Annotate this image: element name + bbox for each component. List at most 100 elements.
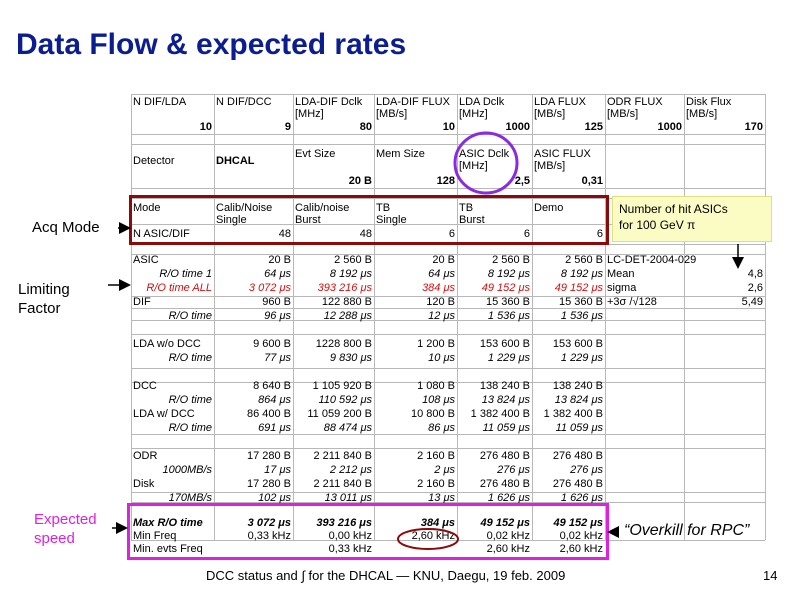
row-value: 20 B: [432, 254, 455, 266]
value-cell: 170: [744, 121, 763, 133]
grid-line: [131, 540, 765, 541]
value-cell: 10: [442, 121, 455, 133]
page-number: 14: [763, 568, 778, 583]
row-value: 49 152 μs: [481, 282, 530, 294]
row-value: 384 μs: [422, 282, 455, 294]
grid-line: [131, 134, 765, 135]
row-label: LDA w/o DCC: [133, 338, 201, 350]
slide-title: Data Flow & expected rates: [16, 28, 407, 61]
grid-line: [131, 296, 765, 297]
expected-speed-label: Expected speed: [34, 511, 97, 547]
value-cell: 80: [359, 121, 372, 133]
header-cell: LDA FLUX [MB/s]: [534, 96, 586, 120]
grid-line: [131, 320, 765, 321]
value-cell: 1000: [657, 121, 682, 133]
row-value: 2 560 B: [334, 254, 372, 266]
value-cell: 0,31: [581, 175, 603, 187]
row-label: R/O time: [168, 394, 212, 406]
grid-line: [532, 94, 533, 540]
row-value: 13 824 μs: [554, 394, 603, 406]
detector-label: Detector: [133, 155, 175, 167]
acq-mode-highlight-box: [129, 195, 609, 245]
lcdet-ref: LC-DET-2004-029: [607, 254, 697, 266]
row-value: 1228 800 B: [315, 338, 372, 350]
value-cell: 128: [436, 175, 455, 187]
grid-line: [131, 492, 765, 493]
row-label: ODR: [133, 450, 158, 462]
row-value: 11 059 200 B: [307, 408, 372, 420]
row-value: 9 830 μs: [329, 352, 372, 364]
row-value: 110 592 μs: [318, 394, 372, 406]
grid-line: [131, 198, 765, 199]
summary-value: 0,00 kHz: [328, 530, 372, 542]
row-value: 86 400 B: [246, 408, 291, 420]
row-value: 1 536 μs: [560, 310, 603, 322]
grid-line: [131, 334, 765, 335]
row-value: 8 192 μs: [560, 268, 603, 280]
header-cell: N DIF/DCC: [216, 96, 272, 108]
row-value: 960 B: [262, 296, 291, 308]
lcdet-value: 2,6: [747, 282, 763, 294]
row-value: 120 B: [426, 296, 455, 308]
grid-line: [131, 308, 765, 309]
grid-line: [131, 448, 765, 449]
summary-value: 0,02 kHz: [559, 530, 603, 542]
row-value: 1 382 400 B: [543, 408, 603, 420]
row-value: 153 600 B: [552, 338, 603, 350]
row-value: 1 105 920 B: [312, 380, 372, 392]
row-value: 864 μs: [258, 394, 291, 406]
row-value: 64 μs: [428, 268, 455, 280]
row-label: R/O time: [168, 310, 212, 322]
tb-min-freq-ellipse: [397, 528, 459, 550]
row-value: 10 800 B: [410, 408, 455, 420]
nasic-cell: 6: [596, 228, 603, 240]
grid-line: [131, 502, 765, 503]
summary-value: 2,60 kHz: [486, 543, 530, 555]
row-value: 11 059 μs: [482, 422, 530, 434]
summary-label: Max R/O time: [133, 517, 203, 529]
header-cell: ODR FLUX [MB/s]: [607, 96, 663, 120]
grid-line: [131, 144, 765, 145]
row-value: 12 288 μs: [323, 310, 372, 322]
grid-line: [131, 382, 765, 383]
row-value: 2 560 B: [492, 254, 530, 266]
row-value: 17 280 B: [246, 450, 291, 462]
nasic-cell: 48: [278, 228, 291, 240]
row-value: 17 μs: [264, 464, 291, 476]
row-value: 138 240 B: [552, 380, 603, 392]
summary-value: 0,33 kHz: [328, 543, 372, 555]
grid-line: [131, 254, 765, 255]
row-value: 1 536 μs: [487, 310, 530, 322]
value-cell: 20 B: [348, 175, 372, 187]
row-value: 2 211 840 B: [313, 478, 372, 490]
summary-value: 384 μs: [420, 517, 455, 529]
row-label: R/O time: [168, 422, 212, 434]
summary-value: 2,60 kHz: [559, 543, 603, 555]
row-value: 13 011 μs: [324, 492, 372, 504]
row-value: 96 μs: [264, 310, 291, 322]
row-label: DIF: [133, 296, 151, 308]
grid-line: [131, 188, 765, 189]
header-cell: Mem Size: [376, 148, 425, 160]
row-value: 17 280 B: [246, 478, 291, 490]
lcdet-label: Mean: [607, 268, 635, 280]
row-value: 276 μs: [570, 464, 603, 476]
row-label: ASIC: [133, 254, 159, 266]
header-cell: ASIC Dclk [MHz]: [459, 148, 510, 172]
nasic-label: N ASIC/DIF: [133, 228, 190, 240]
summary-value: 393 216 μs: [316, 517, 372, 529]
value-cell: 10: [199, 121, 212, 133]
row-value: 9 600 B: [253, 338, 291, 350]
summary-label: Min Freq: [133, 530, 177, 542]
row-label: R/O time ALL: [146, 282, 212, 294]
row-value: 2 μs: [434, 464, 455, 476]
row-value: 20 B: [268, 254, 291, 266]
row-value: 10 μs: [428, 352, 455, 364]
grid-line: [131, 368, 765, 369]
row-value: 102 μs: [258, 492, 291, 504]
row-value: 276 μs: [497, 464, 530, 476]
grid-line: [605, 94, 606, 540]
header-cell: LDA-DIF Dclk [MHz]: [295, 96, 363, 120]
row-label: 1000MB/s: [162, 464, 212, 476]
